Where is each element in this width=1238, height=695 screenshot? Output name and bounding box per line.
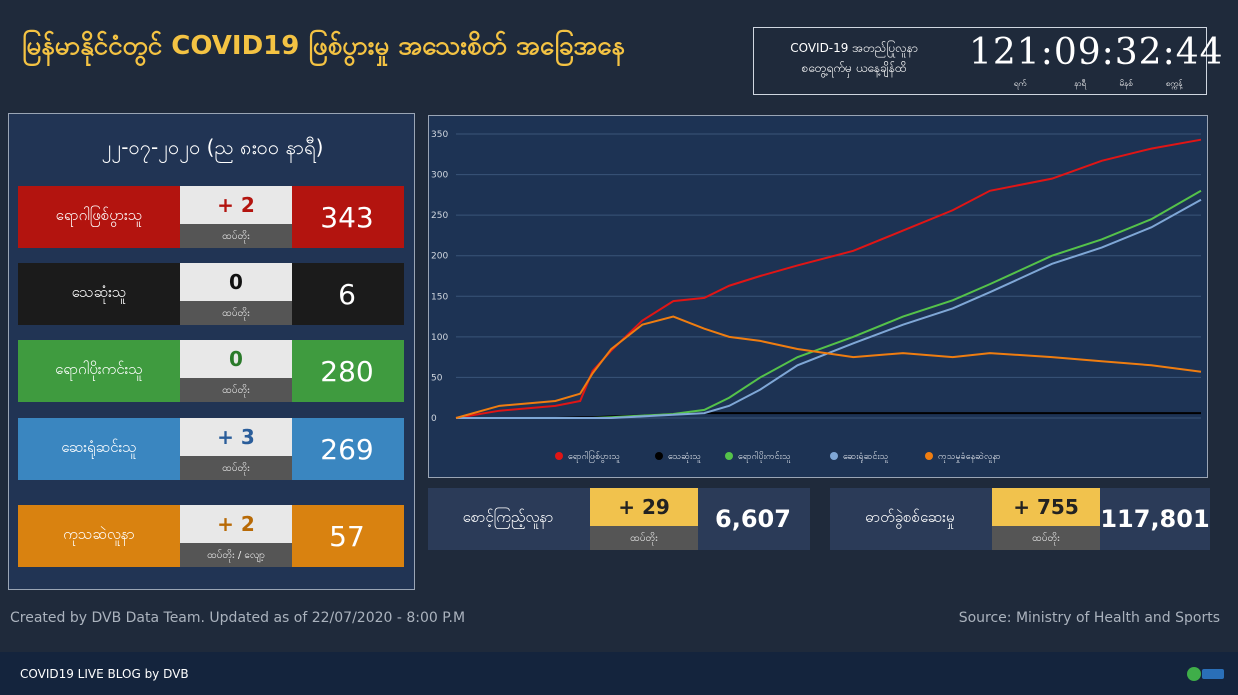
row-change: 0 bbox=[180, 263, 292, 301]
row-total: 280 bbox=[320, 354, 374, 388]
timer-box: COVID-19 အတည်ပြုလူနာ စတွေ့ရက်မှ ယနေ့ချိန… bbox=[753, 27, 1223, 95]
date: ၂၂-၀၇-၂၀၂၀ (ည ၈း၀၀ နာရီ) bbox=[101, 135, 324, 159]
series-line bbox=[456, 198, 1202, 419]
timer-unit: စက္ကန့် bbox=[1165, 79, 1183, 88]
legend-label: သေဆုံးသူ bbox=[668, 452, 701, 463]
row-change: 0 bbox=[180, 340, 292, 378]
row-total: 269 bbox=[320, 432, 374, 466]
row-change: + 2 bbox=[180, 505, 292, 543]
chart: 0 50 100 150 200 250 300 350 ရောဂါဖြစ်ပွားသူ သေဆု… bbox=[431, 130, 1202, 463]
legend-label: ကုသမှုခံနေဆဲလူနာ bbox=[938, 451, 1001, 463]
box-label: ဓာတ်ခွဲစစ်ဆေးမှု bbox=[865, 508, 955, 526]
legend-marker bbox=[925, 452, 933, 460]
legend-marker bbox=[830, 452, 838, 460]
row-label: သေဆုံးသူ bbox=[71, 283, 127, 301]
box-total: 117,801 bbox=[1100, 505, 1210, 533]
legend-marker bbox=[555, 452, 563, 460]
stats-panel: ၂၂-၀၇-၂၀၂၀ (ည ၈း၀၀ နာရီ) ရောဂါဖြစ်ပွားသူ… bbox=[8, 113, 415, 590]
row-note: ထပ်တိုး bbox=[180, 224, 292, 248]
y-tick-label: 150 bbox=[431, 292, 448, 302]
box-label: စောင့်ကြည့်လူနာ bbox=[462, 508, 554, 526]
series-line bbox=[455, 315, 1202, 419]
row-change: + 3 bbox=[180, 418, 292, 456]
series-line bbox=[456, 189, 1202, 419]
row-note: ထပ်တိုး bbox=[180, 456, 292, 480]
logo bbox=[1187, 667, 1224, 681]
credit: Created by DVB Data Team. Updated as of … bbox=[10, 610, 466, 626]
row-label: ရောဂါပိုးကင်းသူ bbox=[55, 360, 143, 378]
source: Source: Ministry of Health and Sports bbox=[958, 610, 1220, 626]
row-total: 6 bbox=[338, 277, 356, 311]
row-note: ထပ်တိုး / လျော့ bbox=[180, 543, 292, 567]
timer-caption: COVID-19 အတည်ပြုလူနာ စတွေ့ရက်မှ ယနေ့ချိန… bbox=[764, 38, 944, 78]
timer-unit: မိနစ် bbox=[1119, 79, 1133, 88]
timer-unit: ရက် bbox=[1013, 79, 1027, 88]
y-tick-label: 200 bbox=[431, 252, 448, 262]
y-tick-label: 300 bbox=[431, 171, 448, 181]
row-label: ကုသဆဲလူနာ bbox=[63, 525, 135, 543]
box-change: + 755 bbox=[992, 488, 1100, 526]
box-note: ထပ်တိုး bbox=[590, 526, 698, 550]
legend-label: ရောဂါဖြစ်ပွားသူ bbox=[568, 450, 620, 463]
blog-label: COVID19 LIVE BLOG by DVB bbox=[20, 667, 189, 681]
box-note: ထပ်တိုး bbox=[992, 526, 1100, 550]
timer-unit: နာရီ bbox=[1073, 79, 1087, 88]
y-tick-label: 100 bbox=[431, 333, 448, 343]
legend-marker bbox=[725, 452, 733, 460]
timer-value: 121:09:32:44 bbox=[969, 32, 1224, 73]
row-total: 343 bbox=[320, 200, 374, 234]
y-tick-label: 350 bbox=[431, 130, 448, 140]
row-total: 57 bbox=[329, 519, 365, 553]
timer-caption-line: စတွေ့ရက်မှ ယနေ့ချိန်ထိ bbox=[801, 61, 907, 75]
y-tick-label: 0 bbox=[431, 414, 437, 424]
legend-label: ရောဂါပိုးကင်းသူ bbox=[738, 451, 791, 463]
row-label: ရောဂါဖြစ်ပွားသူ bbox=[55, 206, 143, 224]
chart-frame: 0 50 100 150 200 250 300 350 ရောဂါဖြစ်ပွားသူ သေဆု… bbox=[428, 115, 1208, 478]
legend-marker bbox=[655, 452, 663, 460]
legend-label: ဆေးရုံဆင်းသူ bbox=[843, 451, 889, 463]
row-change: + 2 bbox=[180, 186, 292, 224]
title: မြန်မာနိုင်ငံတွင် COVID19 ဖြစ်ပွားမှု အသ… bbox=[22, 31, 625, 61]
row-note: ထပ်တိုး bbox=[180, 378, 292, 402]
box-change: + 29 bbox=[590, 488, 698, 526]
box-total: 6,607 bbox=[715, 505, 791, 533]
y-tick-label: 250 bbox=[431, 211, 448, 221]
row-note: ထပ်တိုး bbox=[180, 301, 292, 325]
bottom-bar: COVID19 LIVE BLOG by DVB bbox=[0, 652, 1238, 695]
y-tick-label: 50 bbox=[431, 373, 443, 383]
timer-caption-line: COVID-19 အတည်ပြုလူနာ bbox=[790, 41, 918, 55]
row-label: ဆေးရုံဆင်းသူ bbox=[61, 438, 137, 456]
series-line bbox=[455, 138, 1202, 419]
